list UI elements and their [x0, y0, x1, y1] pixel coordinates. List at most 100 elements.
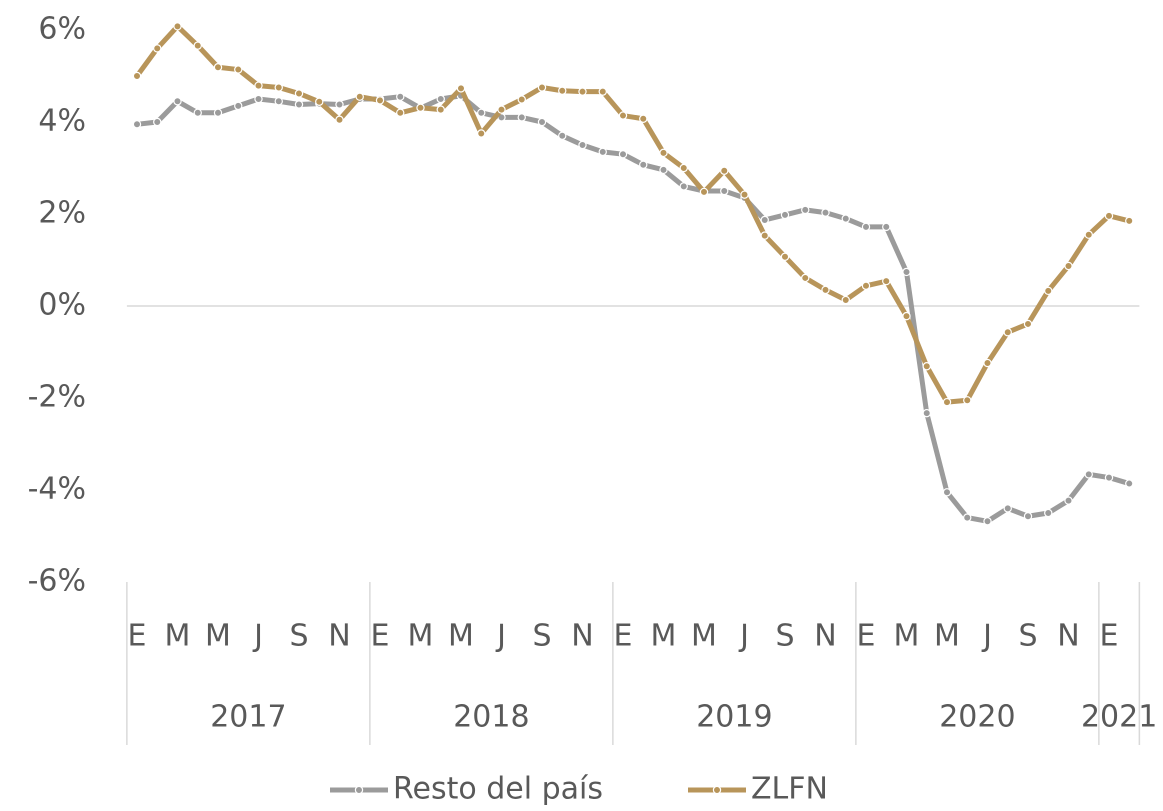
data-point [659, 148, 668, 158]
data-point [436, 105, 445, 114]
data-point [1023, 319, 1033, 329]
x-tick-label: S [289, 619, 308, 654]
data-point [780, 210, 790, 220]
data-point [335, 115, 344, 124]
data-point [578, 87, 587, 96]
data-point [679, 163, 688, 173]
data-point [760, 215, 769, 225]
x-tick-label: E [128, 619, 147, 654]
data-point [517, 95, 526, 104]
data-point [902, 311, 911, 321]
data-point [1104, 211, 1114, 221]
data-point [882, 276, 891, 286]
data-point [213, 63, 223, 72]
data-point [578, 140, 587, 150]
x-tick-label: S [532, 619, 551, 654]
y-tick-label: 0% [38, 288, 86, 323]
series-line [136, 93, 1130, 524]
x-tick-label: S [1018, 619, 1037, 654]
data-point [639, 114, 648, 123]
data-point [801, 273, 810, 283]
data-point [902, 267, 911, 277]
x-tick-label: J [981, 619, 992, 654]
data-point [679, 182, 688, 191]
data-point [153, 44, 162, 53]
data-point [821, 285, 830, 295]
data-point [254, 94, 263, 104]
data-point [760, 231, 769, 240]
data-point [477, 129, 486, 138]
data-point [456, 84, 466, 93]
x-tick-label: M [691, 619, 717, 654]
x-group-label: 2020 [939, 700, 1015, 735]
data-point [618, 111, 628, 120]
x-group-label: 2019 [696, 700, 772, 735]
data-point [922, 408, 931, 418]
data-point [396, 92, 405, 101]
data-point [720, 166, 729, 175]
x-tick-label: E [857, 619, 876, 654]
x-group-label: 2017 [210, 700, 286, 735]
x-tick-label: N [328, 619, 350, 654]
legend-label: ZLFN [751, 772, 828, 807]
data-point [396, 108, 405, 118]
data-point [983, 358, 992, 368]
y-tick-label: -4% [28, 472, 86, 507]
x-tick-label: M [205, 619, 231, 654]
data-point [1044, 508, 1053, 518]
y-tick-label: 6% [38, 12, 86, 47]
data-point [375, 96, 385, 105]
x-tick-label: J [495, 619, 506, 654]
data-point [659, 165, 668, 175]
data-point [821, 208, 830, 217]
data-point [861, 281, 871, 290]
data-point [598, 87, 607, 96]
y-tick-label: -6% [28, 564, 86, 599]
data-point [558, 86, 567, 95]
x-group-label: 2018 [453, 700, 529, 735]
x-tick-label: M [408, 619, 434, 654]
data-point [598, 147, 607, 157]
x-group-label: 2021 [1081, 700, 1157, 735]
data-point [699, 187, 709, 197]
x-tick-label: J [252, 619, 263, 654]
legend-label: Resto del país [393, 772, 603, 807]
data-point [801, 205, 810, 215]
data-point [963, 513, 972, 522]
data-point [861, 222, 871, 232]
x-tick-label: N [1057, 619, 1079, 654]
data-point [355, 92, 364, 101]
data-point [234, 101, 243, 111]
x-tick-label: N [814, 619, 836, 654]
x-tick-label: N [571, 619, 593, 654]
data-point [740, 190, 749, 199]
data-point [780, 252, 790, 261]
data-point [213, 108, 223, 118]
data-point [537, 117, 547, 127]
x-tick-label: M [651, 619, 677, 654]
data-point [477, 108, 486, 118]
data-point [720, 186, 729, 196]
data-point [1064, 261, 1073, 271]
data-point [1064, 496, 1073, 505]
data-point [1104, 473, 1114, 482]
data-point [132, 71, 142, 81]
y-tick-label: 4% [38, 104, 86, 139]
data-point [942, 397, 952, 407]
legend-marker [354, 785, 364, 795]
x-tick-label: E [1100, 619, 1119, 654]
x-tick-label: M [934, 619, 960, 654]
data-point [193, 108, 202, 118]
data-point [1003, 328, 1012, 337]
data-point [173, 22, 182, 31]
data-point [294, 89, 304, 98]
x-tick-label: M [894, 619, 920, 654]
data-point [1023, 512, 1033, 521]
data-point [335, 100, 344, 109]
y-tick-label: 2% [38, 196, 86, 231]
data-point [1084, 230, 1093, 239]
series-line [134, 23, 1130, 405]
data-point [234, 65, 243, 74]
data-point [1125, 216, 1134, 226]
